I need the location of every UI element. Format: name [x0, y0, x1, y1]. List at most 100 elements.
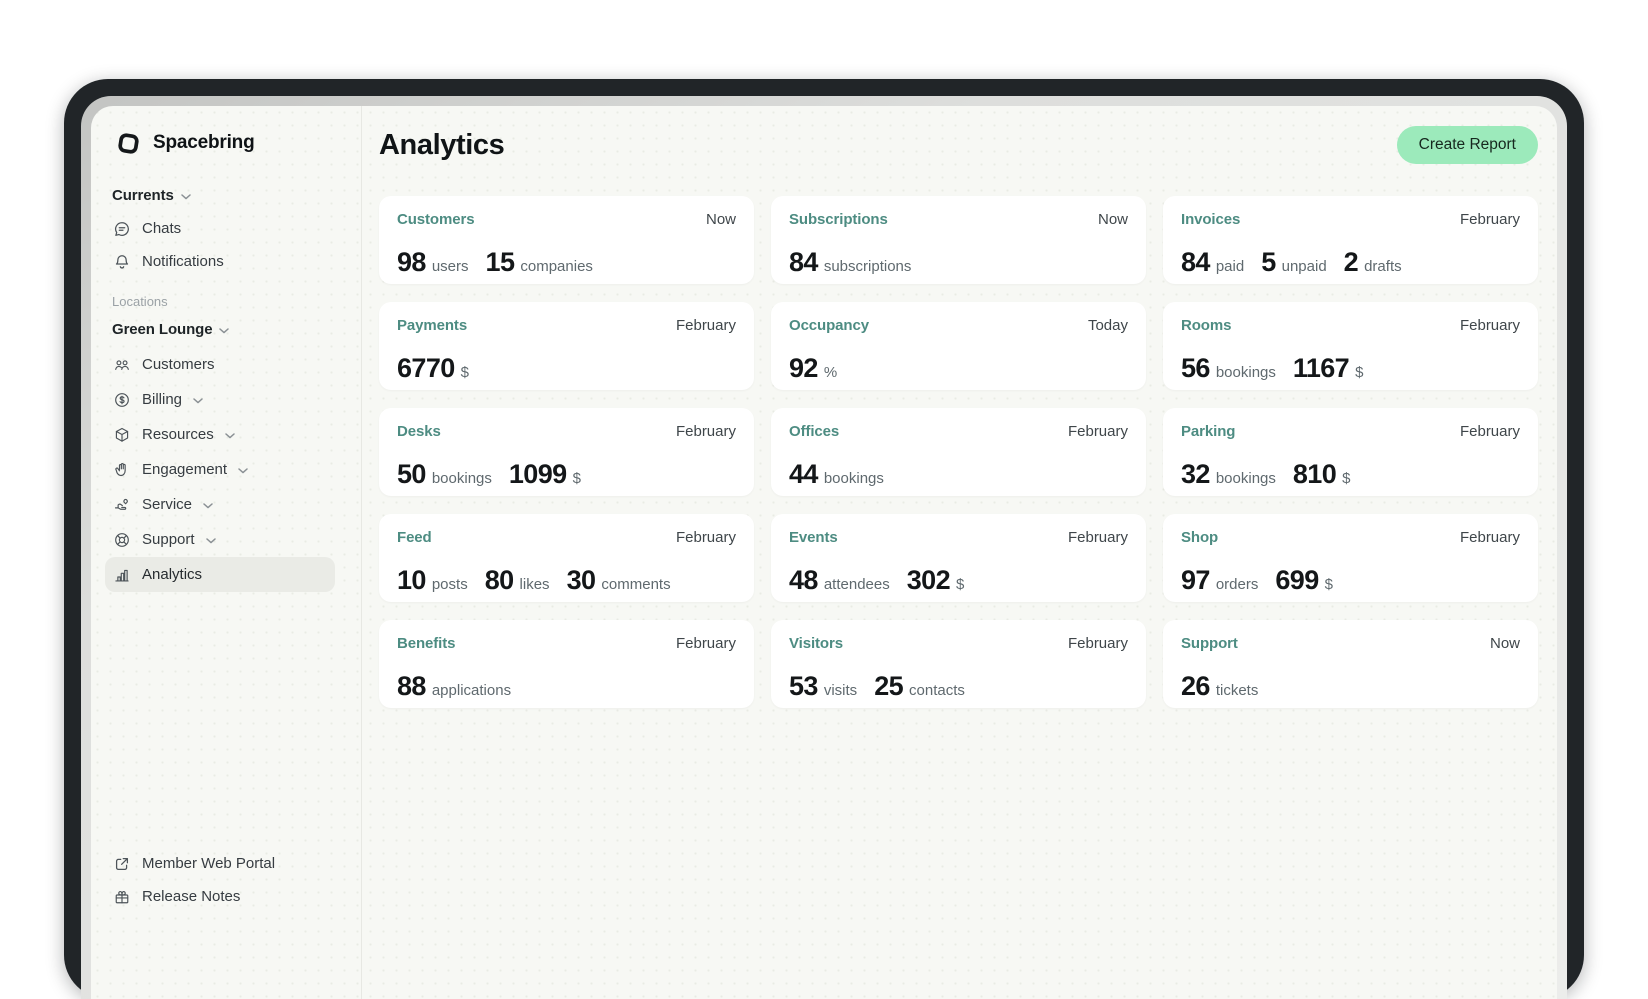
stat: 84 paid: [1181, 247, 1245, 277]
sidebar-item-release-notes[interactable]: Release Notes: [105, 880, 335, 913]
card-title[interactable]: Parking: [1181, 422, 1236, 440]
spacebring-logo-icon: [114, 129, 142, 157]
release-notes-label: Release Notes: [142, 888, 241, 905]
sidebar-item-customers[interactable]: Customers: [105, 347, 335, 382]
card-period: Now: [1489, 634, 1520, 652]
sidebar-nav: Currents Chats Notifications: [105, 179, 345, 592]
metric-card-events[interactable]: Events February 48 attendees 302 $: [771, 514, 1146, 602]
metric-card-support[interactable]: Support Now 26 tickets: [1163, 620, 1538, 708]
metric-card-visitors[interactable]: Visitors February 53 visits 25 contacts: [771, 620, 1146, 708]
metric-card-payments[interactable]: Payments February 6770 $: [379, 302, 754, 390]
metric-card-parking[interactable]: Parking February 32 bookings 810 $: [1163, 408, 1538, 496]
card-stats: 32 bookings 810 $: [1181, 458, 1520, 490]
sidebar-item-resources[interactable]: Resources: [105, 417, 335, 452]
sidebar-item-member-web-portal[interactable]: Member Web Portal: [105, 847, 335, 880]
sidebar: Spacebring Currents Chats: [91, 106, 362, 999]
sidebar-item-billing[interactable]: Billing: [105, 382, 335, 417]
chevron-down-icon: [203, 502, 213, 509]
card-period: February: [675, 528, 736, 546]
stat: 53 visits: [789, 671, 858, 701]
card-title[interactable]: Customers: [397, 210, 475, 228]
stat: 6770 $: [397, 353, 470, 383]
metric-card-subscriptions[interactable]: Subscriptions Now 84 subscriptions: [771, 196, 1146, 284]
sidebar-item-currents[interactable]: Currents: [105, 179, 335, 212]
bar-chart-icon: [112, 565, 131, 584]
stat: 10 posts: [397, 565, 468, 595]
chat-icon: [112, 219, 131, 238]
lifebuoy-icon: [112, 530, 131, 549]
card-title[interactable]: Support: [1181, 634, 1238, 652]
metric-card-desks[interactable]: Desks February 50 bookings 1099 $: [379, 408, 754, 496]
card-stats: 10 posts 80 likes 30 comments: [397, 564, 736, 596]
create-report-button[interactable]: Create Report: [1396, 126, 1538, 164]
metric-card-rooms[interactable]: Rooms February 56 bookings 1167 $: [1163, 302, 1538, 390]
metric-card-feed[interactable]: Feed February 10 posts 80 likes 30 comments: [379, 514, 754, 602]
waving-hand-icon: [112, 460, 131, 479]
chevron-down-icon: [180, 193, 191, 200]
window-bezel: Spacebring Currents Chats: [81, 96, 1567, 999]
card-stats: 56 bookings 1167 $: [1181, 352, 1520, 384]
gift-icon: [112, 887, 131, 906]
sidebar-item-support[interactable]: Support: [105, 522, 335, 557]
metric-card-benefits[interactable]: Benefits February 88 applications: [379, 620, 754, 708]
card-title[interactable]: Benefits: [397, 634, 456, 652]
support-label: Support: [142, 531, 195, 548]
bell-icon: [112, 252, 131, 271]
card-stats: 84 subscriptions: [789, 246, 1128, 278]
locations-section-label: Locations: [112, 294, 168, 309]
brand-name: Spacebring: [153, 132, 255, 153]
card-title[interactable]: Subscriptions: [789, 210, 888, 228]
device-frame: Spacebring Currents Chats: [64, 79, 1584, 999]
card-period: February: [1459, 528, 1520, 546]
brand-logo[interactable]: Spacebring: [112, 128, 345, 158]
resources-label: Resources: [142, 426, 214, 443]
card-title[interactable]: Offices: [789, 422, 840, 440]
card-stats: 50 bookings 1099 $: [397, 458, 736, 490]
card-stats: 6770 $: [397, 352, 736, 384]
card-stats: 98 users 15 companies: [397, 246, 736, 278]
card-stats: 92%: [789, 352, 1128, 384]
metric-card-offices[interactable]: Offices February 44 bookings: [771, 408, 1146, 496]
sidebar-item-service[interactable]: Service: [105, 487, 335, 522]
metric-card-customers[interactable]: Customers Now 98 users 15 companies: [379, 196, 754, 284]
external-link-icon: [112, 854, 131, 873]
card-stats: 97 orders 699 $: [1181, 564, 1520, 596]
main-content: Analytics Create Report Customers Now 98…: [362, 106, 1557, 999]
stat: 48 attendees: [789, 565, 890, 595]
card-stats: 48 attendees 302 $: [789, 564, 1128, 596]
card-title[interactable]: Rooms: [1181, 316, 1232, 334]
sidebar-item-chats[interactable]: Chats: [105, 212, 335, 245]
chevron-down-icon: [219, 327, 230, 334]
card-title[interactable]: Events: [789, 528, 838, 546]
sidebar-item-engagement[interactable]: Engagement: [105, 452, 335, 487]
card-stats: 44 bookings: [789, 458, 1128, 490]
card-stats: 88 applications: [397, 670, 736, 702]
stat: 97 orders: [1181, 565, 1259, 595]
card-title[interactable]: Occupancy: [789, 316, 869, 334]
card-title[interactable]: Payments: [397, 316, 468, 334]
sidebar-item-analytics[interactable]: Analytics: [105, 557, 335, 592]
metrics-grid: Customers Now 98 users 15 companies Subscr…: [379, 196, 1538, 708]
customers-label: Customers: [142, 356, 215, 373]
chevron-down-icon: [193, 397, 203, 404]
sidebar-item-green-lounge[interactable]: Green Lounge: [105, 312, 335, 347]
metric-card-occupancy[interactable]: Occupancy Today 92%: [771, 302, 1146, 390]
stat: 25 contacts: [874, 671, 965, 701]
card-title[interactable]: Desks: [397, 422, 441, 440]
sidebar-item-notifications[interactable]: Notifications: [105, 245, 335, 278]
card-title[interactable]: Shop: [1181, 528, 1219, 546]
app-window: Spacebring Currents Chats: [91, 106, 1557, 999]
card-title[interactable]: Feed: [397, 528, 432, 546]
metric-card-invoices[interactable]: Invoices February 84 paid 5 unpaid 2 drafts: [1163, 196, 1538, 284]
member-web-portal-label: Member Web Portal: [142, 855, 276, 872]
stat: 50 bookings: [397, 459, 492, 489]
engagement-label: Engagement: [142, 461, 228, 478]
stat: 1099 $: [508, 459, 581, 489]
card-title[interactable]: Visitors: [789, 634, 843, 652]
stat: 810 $: [1292, 459, 1351, 489]
stat: 26 tickets: [1181, 671, 1259, 701]
card-title[interactable]: Invoices: [1181, 210, 1241, 228]
billing-label: Billing: [142, 391, 183, 408]
metric-card-shop[interactable]: Shop February 97 orders 699 $: [1163, 514, 1538, 602]
stat: 98 users: [397, 247, 469, 277]
